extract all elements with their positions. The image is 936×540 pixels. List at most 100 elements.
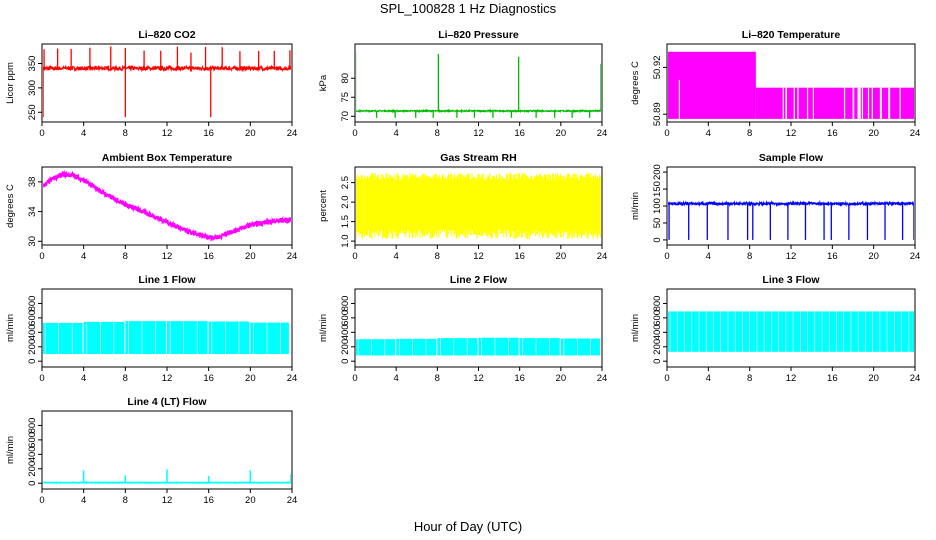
x-tick-label: 4 — [81, 495, 86, 506]
x-tick-label: 8 — [747, 251, 752, 262]
x-tick-label: 4 — [394, 251, 399, 262]
x-tick-label: 4 — [394, 128, 399, 139]
y-tick-label: 600 — [652, 310, 663, 326]
flow-band — [437, 338, 478, 356]
x-tick-label: 8 — [747, 373, 752, 384]
series-10 — [43, 469, 291, 485]
y-tick-label: 200 — [27, 339, 38, 355]
panel-frame — [666, 166, 916, 246]
figure-x-axis-label: Hour of Day (UTC) — [414, 519, 522, 534]
x-tick-label: 20 — [245, 373, 256, 384]
flow-band — [167, 321, 208, 354]
panel-1: Li–820 CO2 0 4 8 12 16 20 24 250 300 350 Licor ppm — [5, 29, 297, 139]
series-1 — [43, 46, 291, 118]
x-tick-label: 20 — [556, 128, 567, 139]
flow-band — [519, 338, 560, 356]
series-line — [43, 64, 291, 73]
series-2 — [356, 51, 601, 118]
x-tick-label: 12 — [786, 251, 797, 262]
x-tick-label: 24 — [597, 128, 608, 139]
series-line — [668, 199, 914, 208]
y-tick-label: 400 — [652, 324, 663, 340]
series-line — [356, 108, 601, 114]
x-tick-label: 4 — [81, 251, 86, 262]
y-tick-label: 400 — [340, 324, 351, 340]
y-axis-label: ml/min — [5, 314, 16, 342]
y-tick-label: 600 — [340, 310, 351, 326]
series-3 — [668, 51, 914, 119]
panel-title: Gas Stream RH — [440, 152, 516, 164]
x-tick-label: 12 — [162, 373, 173, 384]
y-axis-label: ml/min — [630, 314, 641, 342]
x-tick-label: 4 — [81, 373, 86, 384]
panel-title: Li–820 CO2 — [138, 29, 195, 41]
x-tick-label: 16 — [203, 495, 214, 506]
x-tick-label: 12 — [786, 373, 797, 384]
x-tick-label: 16 — [827, 373, 838, 384]
x-tick-label: 20 — [868, 373, 879, 384]
x-tick-label: 4 — [706, 128, 711, 139]
y-tick-label: 800 — [27, 418, 38, 434]
y-tick-label: 250 — [27, 104, 38, 120]
y-axis-label: kPa — [318, 74, 329, 91]
y-tick-label: 38 — [27, 177, 38, 188]
panel-title: Line 4 (LT) Flow — [127, 396, 207, 408]
x-tick-label: 12 — [162, 495, 173, 506]
x-tick-label: 20 — [245, 251, 256, 262]
x-tick-label: 12 — [473, 128, 484, 139]
x-tick-label: 8 — [123, 128, 128, 139]
flow-band — [208, 321, 250, 354]
x-tick-label: 24 — [910, 128, 921, 139]
y-tick-label: 100 — [652, 198, 663, 214]
x-tick-label: 0 — [352, 251, 357, 262]
series-4 — [43, 169, 291, 242]
x-tick-label: 8 — [123, 251, 128, 262]
y-tick-label: 400 — [27, 324, 38, 340]
x-tick-label: 16 — [514, 251, 525, 262]
x-tick-label: 24 — [910, 373, 921, 384]
x-tick-label: 4 — [394, 373, 399, 384]
y-tick-label: 200 — [652, 164, 663, 180]
y-tick-label: 200 — [340, 339, 351, 355]
y-tick-label: 34 — [27, 206, 38, 217]
x-tick-label: 24 — [287, 373, 298, 384]
x-tick-label: 20 — [245, 495, 256, 506]
x-tick-label: 0 — [39, 251, 44, 262]
y-tick-label: 0 — [652, 237, 663, 242]
panel-frame — [41, 43, 293, 123]
x-tick-label: 24 — [910, 251, 921, 262]
x-tick-label: 24 — [287, 495, 298, 506]
x-tick-label: 24 — [597, 373, 608, 384]
temperature-band — [668, 51, 756, 119]
series-9 — [668, 311, 914, 352]
y-axis-label: ml/min — [5, 436, 16, 464]
x-tick-label: 8 — [435, 373, 440, 384]
panel-4: Ambient Box Temperature 0 4 8 12 16 20 24 30 34 38… — [5, 152, 297, 262]
x-tick-label: 0 — [39, 495, 44, 506]
x-tick-label: 0 — [664, 373, 669, 384]
y-axis-label: percent — [318, 190, 329, 222]
y-tick-label: 2.5 — [340, 176, 351, 189]
y-tick-label: 800 — [27, 296, 38, 312]
x-tick-label: 20 — [868, 128, 879, 139]
y-tick-label: 600 — [27, 310, 38, 326]
y-axis-label: degrees C — [630, 61, 641, 105]
panel-title: Li–820 Pressure — [438, 29, 519, 41]
x-tick-label: 12 — [473, 251, 484, 262]
y-tick-label: 350 — [27, 56, 38, 72]
x-tick-label: 16 — [514, 128, 525, 139]
y-tick-label: 70 — [340, 111, 351, 122]
panel-title: Line 2 Flow — [450, 274, 508, 286]
x-tick-label: 16 — [203, 128, 214, 139]
series-8 — [356, 337, 600, 356]
y-tick-label: 600 — [27, 432, 38, 448]
y-tick-label: 0 — [27, 481, 38, 486]
y-tick-label: 800 — [652, 296, 663, 312]
x-tick-label: 4 — [81, 128, 86, 139]
y-tick-label: 150 — [652, 181, 663, 197]
